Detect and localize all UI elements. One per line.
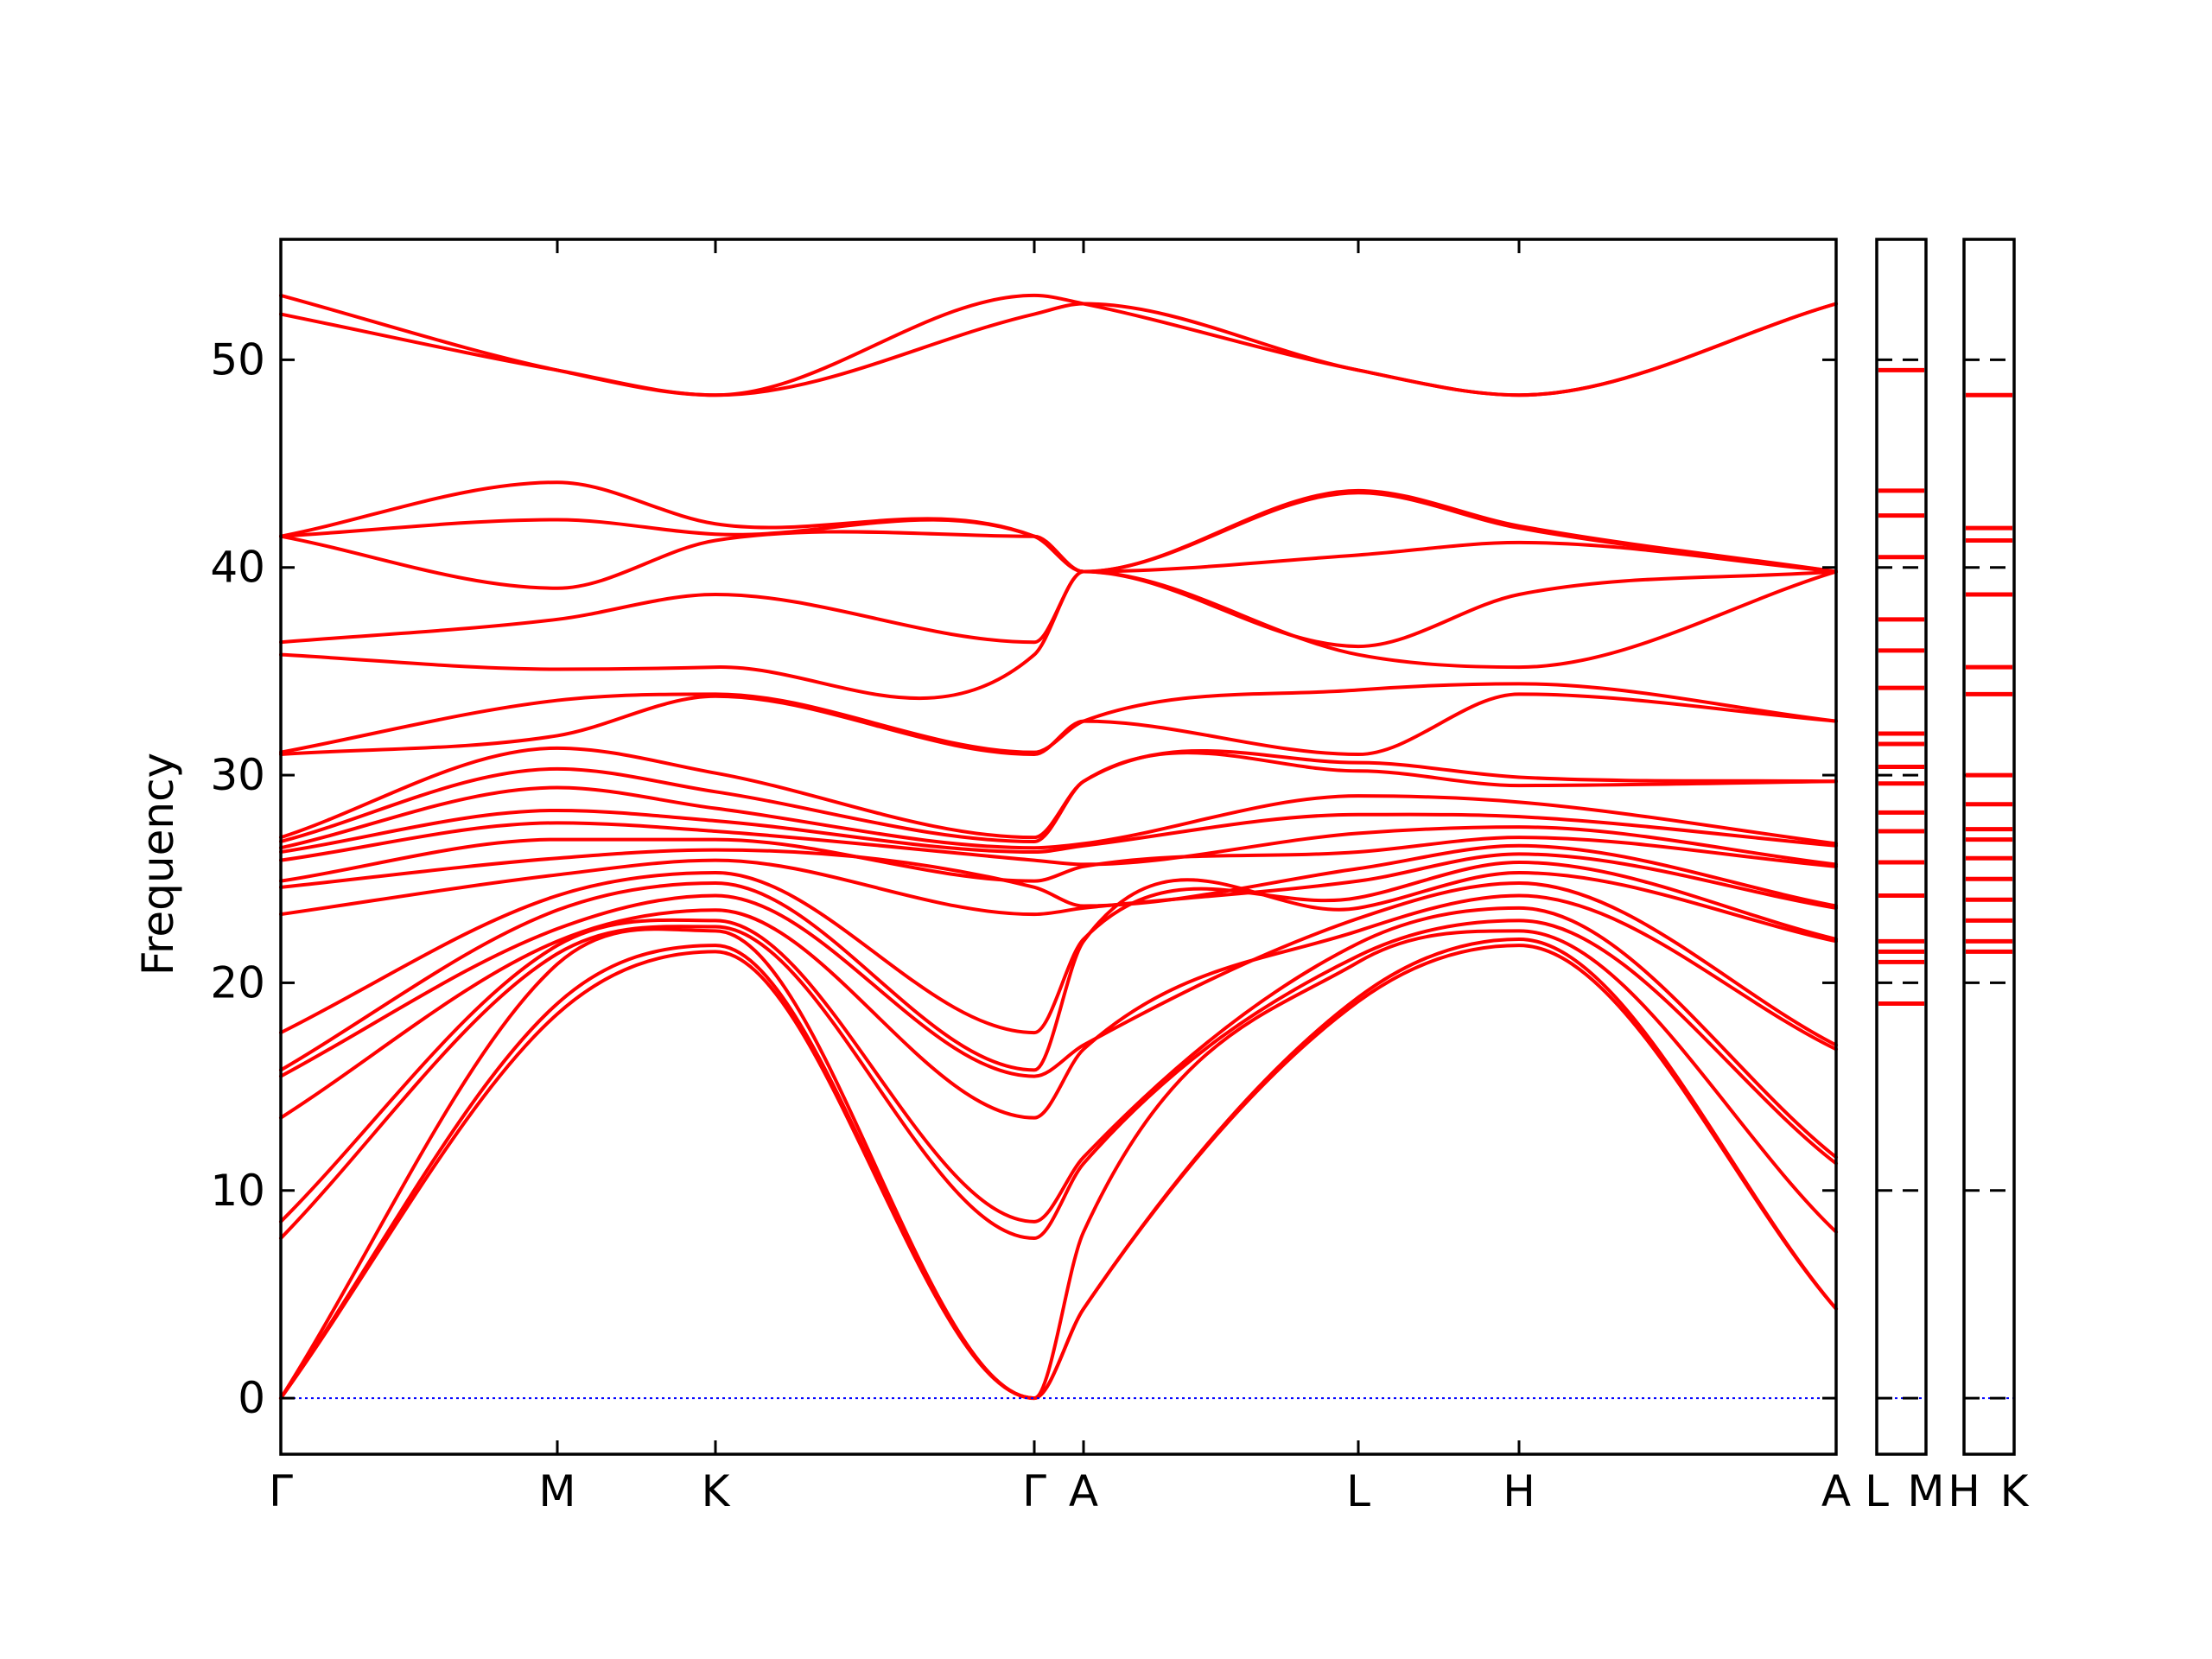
band-line-19 xyxy=(279,682,1838,754)
band-line-9 xyxy=(279,861,1838,1035)
x-tick-label-6: H xyxy=(1503,1466,1535,1516)
band-line-26 xyxy=(279,293,1838,397)
band-line-13 xyxy=(279,821,1838,867)
main-plot-frame xyxy=(279,238,1838,1456)
x-tick-label-1: M xyxy=(538,1466,575,1516)
y-axis-label: Frequency xyxy=(133,753,183,976)
side-panel-frame-1 xyxy=(1875,238,1928,1456)
x-tick-label-7: A xyxy=(1821,1466,1851,1516)
y-tick-label-50: 50 xyxy=(210,334,265,385)
x-tick-label-4: A xyxy=(1069,1466,1098,1516)
x-tick-label-0: Γ xyxy=(269,1466,293,1516)
side-panel-1-label-right: M xyxy=(1907,1466,1944,1516)
band-line-23 xyxy=(279,491,1838,574)
band-line-20 xyxy=(279,569,1838,700)
side-panel-frame-2 xyxy=(1962,238,2016,1456)
band-line-10 xyxy=(279,852,1838,917)
band-line-25 xyxy=(279,302,1838,397)
y-tick-label-0: 0 xyxy=(238,1373,265,1423)
band-line-14 xyxy=(279,808,1838,855)
x-tick-label-3: Γ xyxy=(1022,1466,1046,1516)
band-line-6 xyxy=(279,893,1838,1120)
plot-frames xyxy=(279,238,2016,1456)
band-line-12 xyxy=(279,836,1838,883)
band-line-17 xyxy=(279,746,1838,840)
band-line-2 xyxy=(279,937,1838,1401)
x-tick-label-5: L xyxy=(1346,1466,1370,1516)
y-tick-label-10: 10 xyxy=(210,1166,265,1216)
side-panel-2-label-left: H xyxy=(1948,1466,1980,1516)
y-tick-label-30: 30 xyxy=(210,750,265,800)
side-panel-2-label-right: K xyxy=(2000,1466,2030,1516)
side-panel-1-label-left: L xyxy=(1865,1466,1889,1516)
x-tick-label-2: K xyxy=(702,1466,731,1516)
band-line-18 xyxy=(279,692,1838,757)
band-line-5 xyxy=(279,906,1838,1224)
band-line-24 xyxy=(279,480,1838,574)
y-tick-label-40: 40 xyxy=(210,543,265,593)
band-line-3 xyxy=(279,927,1838,1401)
y-tick-label-20: 20 xyxy=(210,957,265,1007)
band-line-16 xyxy=(279,751,1838,843)
y-axis-ticks: 0 10 20 30 40 50 xyxy=(210,334,1836,1423)
band-line-4 xyxy=(279,918,1838,1241)
band-line-22 xyxy=(279,530,1838,590)
band-line-8 xyxy=(279,871,1838,1072)
band-lines xyxy=(279,293,1838,1401)
band-line-15 xyxy=(279,785,1838,850)
band-line-21 xyxy=(279,569,1838,649)
band-line-7 xyxy=(279,881,1838,1078)
band-line-11 xyxy=(279,843,1838,908)
